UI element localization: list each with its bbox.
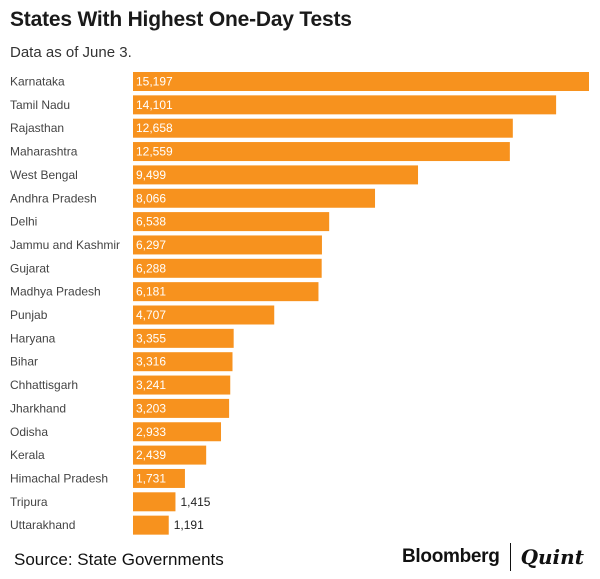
- value-label: 4,707: [136, 308, 166, 322]
- value-label: 1,415: [180, 495, 210, 509]
- category-label: Himachal Pradesh: [10, 471, 108, 485]
- value-label: 1,731: [136, 471, 166, 485]
- category-label: Delhi: [10, 215, 37, 229]
- bar: [133, 375, 231, 395]
- bar-chart: Karnataka 15,197 Tamil Nadu 14,101 Rajasthan…: [10, 72, 589, 535]
- bar: [133, 422, 222, 442]
- category-label: Jharkhand: [10, 401, 66, 415]
- category-label: Andhra Pradesh: [10, 191, 97, 205]
- category-label: Uttarakhand: [10, 518, 75, 532]
- quint-wordmark: Quint: [520, 545, 584, 569]
- bar: [133, 328, 234, 348]
- value-label: 15,197: [136, 75, 173, 89]
- category-label: Haryana: [10, 331, 56, 345]
- bar: [133, 95, 557, 115]
- bar: [133, 492, 176, 512]
- value-label: 14,101: [136, 98, 173, 112]
- bar: [133, 165, 419, 185]
- category-label: Kerala: [10, 448, 45, 462]
- category-label: West Bengal: [10, 168, 78, 182]
- bar: [133, 468, 185, 488]
- bar: [133, 235, 322, 255]
- value-label: 3,241: [136, 378, 166, 392]
- value-label: 12,559: [136, 145, 173, 159]
- category-label: Tamil Nadu: [10, 98, 70, 112]
- bar: [133, 305, 275, 325]
- category-label: Bihar: [10, 355, 38, 369]
- value-label: 3,355: [136, 331, 166, 345]
- value-label: 8,066: [136, 191, 166, 205]
- value-label: 3,203: [136, 401, 166, 415]
- bar: [133, 118, 513, 138]
- category-label: Punjab: [10, 308, 48, 322]
- category-label: Maharashtra: [10, 145, 78, 159]
- category-label: Jammu and Kashmir: [10, 238, 120, 252]
- bar: [133, 282, 319, 302]
- bar: [133, 515, 169, 535]
- category-label: Chhattisgarh: [10, 378, 78, 392]
- bar: [133, 212, 330, 232]
- value-label: 9,499: [136, 168, 166, 182]
- value-label: 3,316: [136, 355, 166, 369]
- bloomberg-wordmark: Bloomberg: [402, 546, 500, 567]
- bar: [133, 72, 589, 91]
- brand-divider: [509, 543, 511, 571]
- category-label: Tripura: [10, 495, 48, 509]
- value-label: 6,538: [136, 215, 166, 229]
- value-label: 6,181: [136, 285, 166, 299]
- category-label: Rajasthan: [10, 121, 64, 135]
- value-label: 6,297: [136, 238, 166, 252]
- value-label: 2,439: [136, 448, 166, 462]
- bar: [133, 352, 233, 372]
- category-label: Madhya Pradesh: [10, 285, 101, 299]
- value-label: 2,933: [136, 425, 166, 439]
- chart-subtitle: Data as of June 3.: [10, 44, 132, 61]
- category-label: Gujarat: [10, 261, 50, 275]
- bar: [133, 258, 322, 278]
- category-label: Odisha: [10, 425, 48, 439]
- bar: [133, 188, 376, 208]
- brand-logo: Bloomberg Quint: [402, 543, 584, 571]
- value-label: 1,191: [174, 518, 204, 532]
- bar: [133, 142, 510, 162]
- source-note: Source: State Governments: [14, 550, 224, 569]
- bar: [133, 445, 207, 465]
- value-label: 12,658: [136, 121, 173, 135]
- category-label: Karnataka: [10, 75, 65, 89]
- bar: [133, 398, 230, 418]
- chart-title: States With Highest One-Day Tests: [10, 8, 352, 31]
- value-label: 6,288: [136, 261, 166, 275]
